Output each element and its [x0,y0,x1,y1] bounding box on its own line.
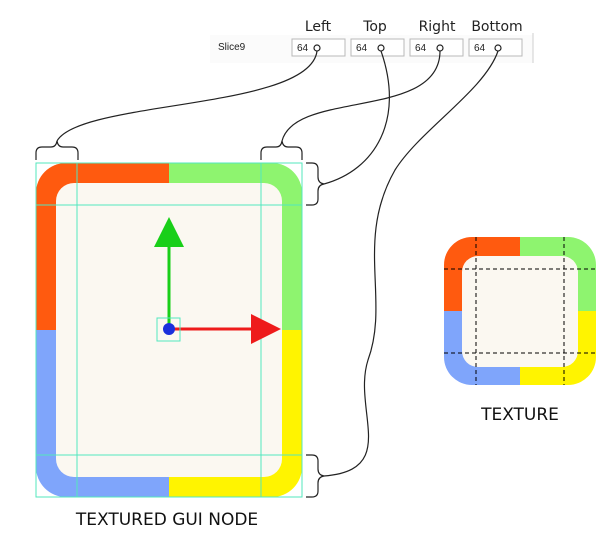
top-connector-dot [377,44,385,52]
right-connector [281,50,441,142]
left-field-value: 64 [297,43,309,54]
bottom-connector [323,50,499,477]
texture-preview [444,237,596,385]
texture-caption: TEXTURE [480,405,559,425]
top-header: Top [362,19,387,35]
right-header: Right [419,19,456,35]
texture-slice-lines [444,237,596,385]
left-header: Left [305,19,332,35]
bottom-brace [306,454,325,498]
bottom-connector-dot [494,44,502,52]
connector-curves [56,50,499,477]
top-connector [323,50,390,185]
pivot-point[interactable] [163,323,175,335]
inspector-row: Slice9 Left Top Right Bottom 64 64 64 64 [210,19,534,63]
slice9-label: Slice9 [218,42,246,53]
bottom-header: Bottom [471,19,522,35]
node-caption: TEXTURED GUI NODE [75,510,258,530]
textured-gui-node [35,162,303,498]
right-connector-dot [436,44,444,52]
left-connector-dot [313,44,321,52]
left-brace [35,140,79,160]
pivot-handle-box[interactable] [156,317,181,342]
left-connector [56,50,318,142]
bottom-field-value: 64 [474,43,486,54]
texture-center-fill [462,256,578,367]
top-brace [306,162,325,206]
top-field-value: 64 [356,43,368,54]
right-field-value: 64 [415,43,427,54]
right-brace [260,140,303,160]
